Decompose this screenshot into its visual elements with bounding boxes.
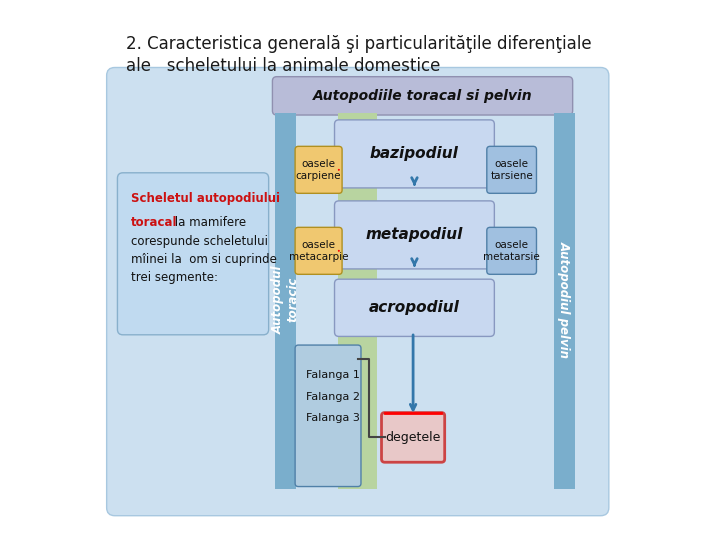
Text: Falanga 1: Falanga 1	[307, 370, 360, 380]
Text: acropodiul: acropodiul	[369, 300, 460, 315]
Bar	[275, 113, 296, 489]
FancyBboxPatch shape	[487, 227, 536, 274]
Text: Autopodiul pelvin: Autopodiul pelvin	[558, 241, 571, 358]
Text: degetele: degetele	[385, 431, 441, 444]
FancyBboxPatch shape	[107, 68, 609, 516]
FancyBboxPatch shape	[272, 77, 572, 115]
FancyBboxPatch shape	[335, 201, 495, 269]
Text: oasele
tarsiene: oasele tarsiene	[490, 159, 533, 180]
Text: bazipodiul: bazipodiul	[370, 146, 459, 161]
Text: trei segmente:: trei segmente:	[131, 271, 218, 284]
Text: Falanga 2: Falanga 2	[307, 392, 361, 402]
FancyBboxPatch shape	[487, 146, 536, 193]
Text: ale   scheletului la animale domestice: ale scheletului la animale domestice	[125, 57, 440, 75]
Bar	[338, 113, 377, 489]
Text: toracal: toracal	[131, 216, 177, 229]
Text: Falanga 3: Falanga 3	[307, 413, 360, 423]
Text: la mamifere: la mamifere	[171, 216, 246, 229]
Text: mîinei la  om si cuprinde: mîinei la om si cuprinde	[131, 253, 276, 266]
Text: Autopodul
toracic: Autopodul toracic	[271, 266, 300, 334]
FancyBboxPatch shape	[295, 227, 342, 274]
Text: metapodiul: metapodiul	[366, 227, 463, 242]
Text: oasele
metatarsie: oasele metatarsie	[483, 240, 540, 262]
Text: 2. Caracteristica generală şi particularităţile diferenţiale: 2. Caracteristica generală şi particular…	[125, 35, 591, 53]
Text: oasele
carpiene: oasele carpiene	[296, 159, 341, 180]
Text: corespunde scheletului: corespunde scheletului	[131, 235, 268, 248]
FancyBboxPatch shape	[295, 146, 342, 193]
Bar	[554, 113, 575, 489]
FancyBboxPatch shape	[117, 173, 269, 335]
FancyBboxPatch shape	[335, 120, 495, 188]
Text: Autopodiile toracal si pelvin: Autopodiile toracal si pelvin	[312, 89, 532, 103]
FancyBboxPatch shape	[335, 279, 495, 336]
Text: oasele
metacarpie: oasele metacarpie	[289, 240, 348, 262]
FancyBboxPatch shape	[382, 413, 445, 462]
FancyBboxPatch shape	[295, 345, 361, 487]
Text: Scheletul autopodiului: Scheletul autopodiului	[131, 192, 280, 205]
